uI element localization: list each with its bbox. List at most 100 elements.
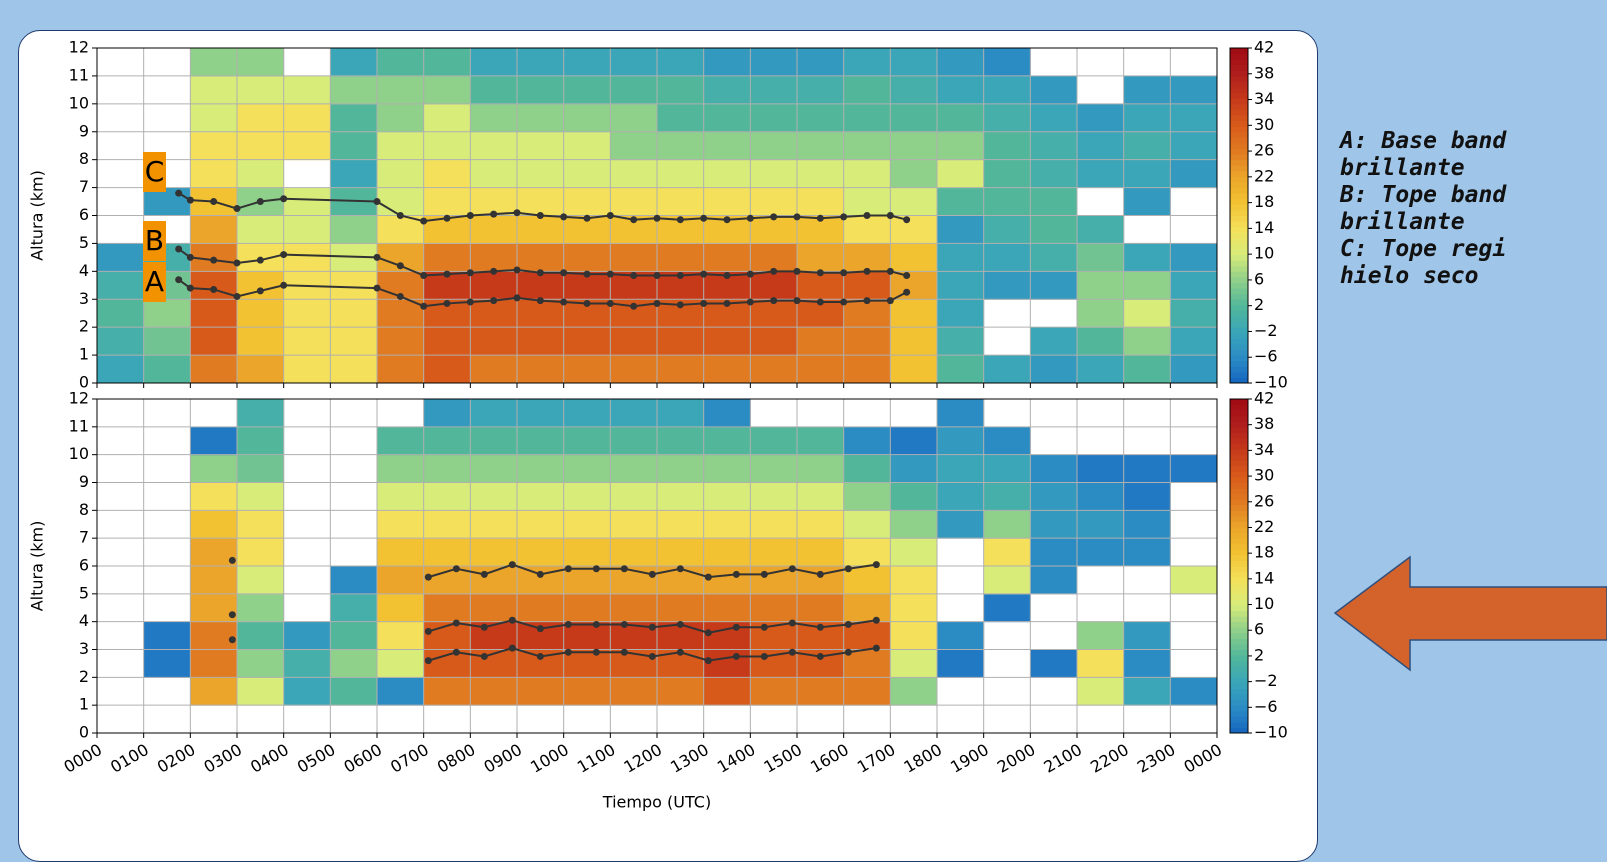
heat-cell bbox=[797, 427, 844, 455]
x-tick-label: 0500 bbox=[294, 740, 339, 777]
heat-cell bbox=[1030, 104, 1077, 132]
heat-cell bbox=[704, 327, 751, 355]
colorbar-segment bbox=[1230, 243, 1248, 249]
series-point bbox=[425, 628, 432, 635]
colorbar-segment bbox=[1230, 227, 1248, 233]
heat-cell bbox=[1030, 327, 1077, 355]
heat-cell bbox=[1077, 216, 1124, 244]
heat-cell bbox=[1124, 355, 1171, 383]
heat-cell bbox=[330, 650, 377, 678]
heat-cell bbox=[1030, 160, 1077, 188]
heat-cell bbox=[937, 399, 984, 427]
series-point bbox=[607, 212, 614, 219]
heat-cell bbox=[1170, 455, 1217, 483]
heat-cell bbox=[704, 188, 751, 216]
heat-cell bbox=[657, 677, 704, 705]
series-point bbox=[175, 190, 182, 197]
series-point bbox=[425, 574, 432, 581]
x-tick-label: 0300 bbox=[200, 740, 245, 777]
heat-cell bbox=[1030, 355, 1077, 383]
heat-cell bbox=[330, 104, 377, 132]
heat-cell bbox=[937, 132, 984, 160]
series-point bbox=[817, 571, 824, 578]
colorbar-segment bbox=[1230, 232, 1248, 238]
series-point bbox=[229, 636, 236, 643]
x-tick-label: 1800 bbox=[900, 740, 945, 777]
heat-cell bbox=[797, 327, 844, 355]
heat-cell bbox=[330, 48, 377, 76]
heat-cell bbox=[470, 243, 517, 271]
series-point bbox=[490, 268, 497, 275]
colorbar-segment bbox=[1230, 510, 1248, 516]
series-point bbox=[873, 645, 880, 652]
series-point bbox=[187, 285, 194, 292]
series-point bbox=[724, 300, 731, 307]
colorbar-segment bbox=[1230, 499, 1248, 505]
heat-cell bbox=[424, 48, 471, 76]
series-point bbox=[584, 215, 591, 222]
heat-cell bbox=[237, 76, 284, 104]
heat-cell bbox=[237, 538, 284, 566]
heat-cell bbox=[750, 48, 797, 76]
heat-cell bbox=[657, 48, 704, 76]
heat-cell bbox=[610, 104, 657, 132]
heat-cell bbox=[237, 399, 284, 427]
heat-cell bbox=[190, 455, 237, 483]
colorbar-segment bbox=[1230, 255, 1248, 261]
series-point bbox=[537, 297, 544, 304]
series-point bbox=[630, 303, 637, 310]
heat-cell bbox=[190, 566, 237, 594]
heat-cell bbox=[377, 76, 424, 104]
heat-cell bbox=[984, 160, 1031, 188]
colorbar-segment bbox=[1230, 477, 1248, 483]
heat-cell bbox=[657, 594, 704, 622]
heat-cell bbox=[377, 622, 424, 650]
heat-cell bbox=[890, 566, 937, 594]
series-point bbox=[840, 269, 847, 276]
heat-cell bbox=[564, 132, 611, 160]
colorbar-segment bbox=[1230, 633, 1248, 639]
heat-cell bbox=[984, 271, 1031, 299]
series-point bbox=[700, 300, 707, 307]
heat-cell bbox=[797, 104, 844, 132]
colorbar-segment bbox=[1230, 460, 1248, 466]
heat-cell bbox=[797, 132, 844, 160]
colorbar-tick-label: 6 bbox=[1254, 620, 1264, 639]
colorbar-segment bbox=[1230, 87, 1248, 93]
series-point bbox=[654, 300, 661, 307]
heat-cell bbox=[190, 132, 237, 160]
x-tick-label: 1000 bbox=[527, 740, 572, 777]
heat-cell bbox=[284, 299, 331, 327]
heat-cell bbox=[937, 650, 984, 678]
heat-cell bbox=[844, 510, 891, 538]
heat-cell bbox=[424, 188, 471, 216]
series-point bbox=[654, 272, 661, 279]
x-tick-label: 2100 bbox=[1040, 740, 1085, 777]
heat-cell bbox=[1030, 455, 1077, 483]
colorbar-segment bbox=[1230, 544, 1248, 550]
heat-cell bbox=[470, 510, 517, 538]
colorbar-segment bbox=[1230, 310, 1248, 316]
heat-cell bbox=[517, 132, 564, 160]
heat-cell bbox=[377, 160, 424, 188]
heat-cell bbox=[284, 677, 331, 705]
heat-cell bbox=[657, 399, 704, 427]
colorbar-segment bbox=[1230, 466, 1248, 472]
colorbar-segment bbox=[1230, 271, 1248, 277]
series-point bbox=[187, 254, 194, 261]
colorbar-segment bbox=[1230, 644, 1248, 650]
heat-cell bbox=[704, 510, 751, 538]
heat-cell bbox=[330, 216, 377, 244]
heat-cell bbox=[844, 677, 891, 705]
series-point bbox=[565, 649, 572, 656]
colorbar-segment bbox=[1230, 355, 1248, 361]
colorbar-segment bbox=[1230, 160, 1248, 166]
heat-cell bbox=[377, 132, 424, 160]
heat-cell bbox=[704, 243, 751, 271]
heat-cell bbox=[424, 132, 471, 160]
heat-cell bbox=[610, 510, 657, 538]
heat-cell bbox=[890, 427, 937, 455]
side-note-line: brillante bbox=[1340, 209, 1506, 236]
heat-cell bbox=[704, 132, 751, 160]
heat-cell bbox=[937, 271, 984, 299]
